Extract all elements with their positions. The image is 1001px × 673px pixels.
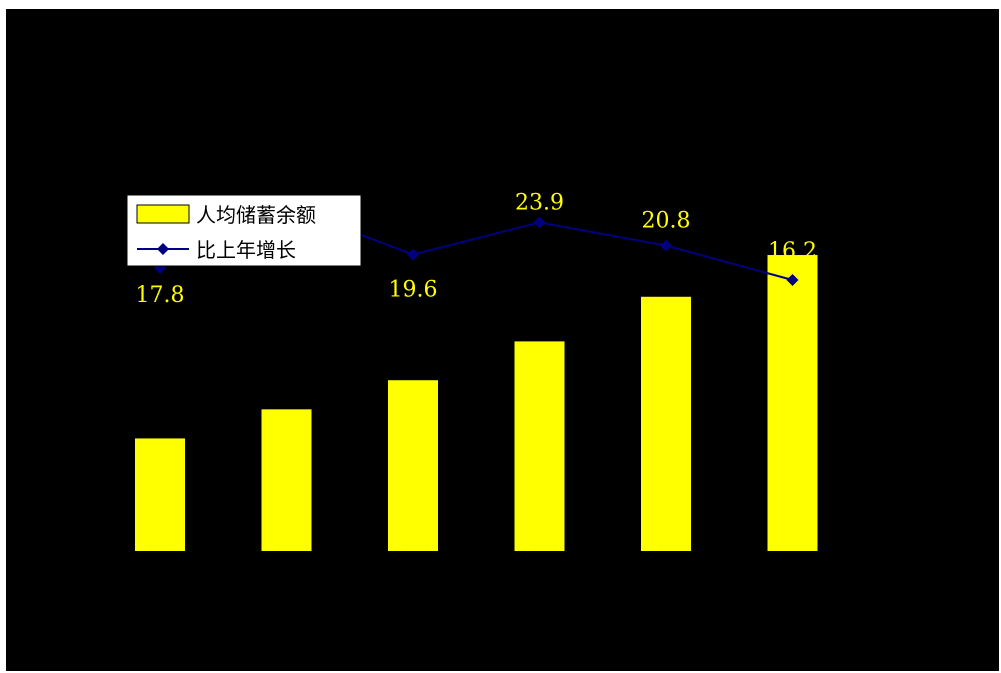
legend-line-label: 比上年增长 bbox=[196, 238, 296, 262]
bars-layer bbox=[135, 255, 818, 551]
growth-data-label-1: 17.8 bbox=[136, 283, 185, 308]
chart-svg: 17.826.019.623.920.816.2 人均储蓄余额 比上年增长 bbox=[126, 190, 818, 551]
legend-bar-swatch bbox=[136, 204, 190, 224]
growth-marker-4 bbox=[533, 216, 546, 229]
bar-2 bbox=[261, 409, 312, 551]
growth-data-label-6: 16.2 bbox=[768, 239, 817, 264]
growth-marker-1 bbox=[154, 262, 166, 275]
bar-5 bbox=[641, 296, 691, 551]
legend: 人均储蓄余额 比上年增长 bbox=[126, 194, 362, 267]
growth-data-label-4: 23.9 bbox=[515, 190, 564, 215]
legend-line-marker bbox=[157, 243, 169, 255]
growth-data-label-3: 19.6 bbox=[389, 278, 438, 303]
bar-6 bbox=[767, 255, 818, 551]
bar-4 bbox=[514, 341, 565, 551]
growth-marker-3 bbox=[407, 248, 419, 261]
growth-marker-6 bbox=[786, 274, 799, 287]
growth-data-label-5: 20.8 bbox=[642, 209, 691, 234]
chart-area: 17.826.019.623.920.816.2 人均储蓄余额 比上年增长 bbox=[6, 9, 999, 671]
growth-marker-5 bbox=[660, 239, 672, 252]
bar-3 bbox=[388, 380, 438, 551]
legend-bar-label: 人均储蓄余额 bbox=[196, 203, 316, 227]
bar-1 bbox=[135, 438, 185, 551]
